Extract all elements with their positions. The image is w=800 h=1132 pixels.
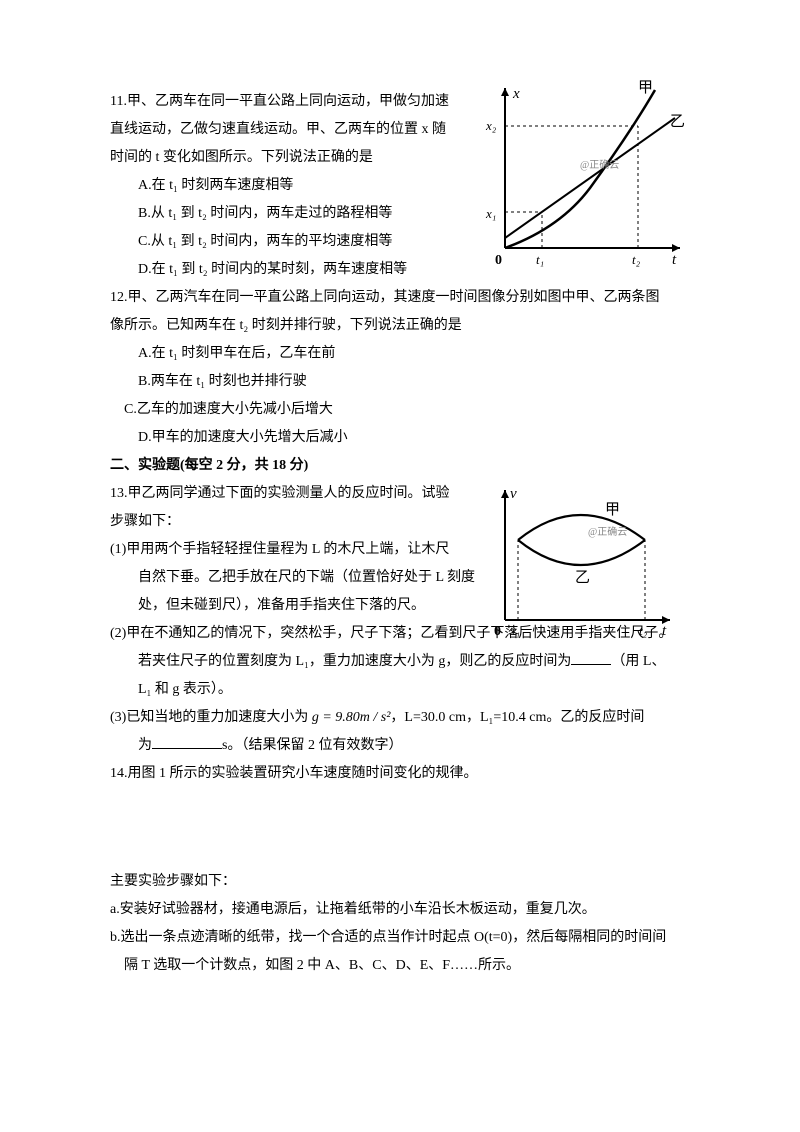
q11-stem-l2: 直线运动，乙做匀速直线运动。甲、乙两车的位置 x 随 <box>110 116 480 144</box>
q13-stem-l2: 步骤如下： <box>110 508 480 536</box>
svg-text:x₁: x₁ <box>485 206 496 221</box>
q12-stem-l2: 像所示。已知两车在 t₂ 时刻并排行驶，下列说法正确的是 <box>110 312 690 340</box>
q12-opt-d: D.甲车的加速度大小先增大后减小 <box>110 424 690 452</box>
q13-p3-formula: g = 9.80m / s² <box>312 710 391 725</box>
q11-opt-a: A.在 t₁ 时刻两车速度相等 <box>110 172 480 200</box>
q13-p3-pre: (3)已知当地的重力加速度大小为 <box>110 710 312 725</box>
svg-text:0: 0 <box>495 253 502 268</box>
q13-p2-l2: 若夹住尺子的位置刻度为 L₁，重力加速度大小为 g，则乙的反应时间为 （用 L、 <box>110 648 690 676</box>
q13-p1-l3: 处，但未碰到尺），准备用手指夹住下落的尺。 <box>110 592 480 620</box>
q12-stem-l1: 12.甲、乙两汽车在同一平直公路上同向运动，其速度一时间图像分别如图中甲、乙两条… <box>110 284 690 312</box>
fig-xt-graph: x t 0 x₁ x₂ t₁ t₂ 甲 乙 @正确云 <box>480 78 690 268</box>
q13-stem-l1: 13.甲乙两同学通过下面的实验测量人的反应时间。试验 <box>110 480 480 508</box>
q14-steps-title: 主要实验步骤如下： <box>110 868 690 896</box>
question-14: 14.用图 1 所示的实验装置研究小车速度随时间变化的规律。 主要实验步骤如下：… <box>110 760 690 980</box>
q13-p3-mid: ，L=30.0 cm，L₁=10.4 cm。乙的反应时间 <box>390 710 644 725</box>
q13-p3-l1: (3)已知当地的重力加速度大小为 g = 9.80m / s²，L=30.0 c… <box>110 704 690 732</box>
q12-opt-a: A.在 t₁ 时刻甲车在后，乙车在前 <box>110 340 690 368</box>
q11-stem-l3: 时间的 t 变化如图所示。下列说法正确的是 <box>110 144 480 172</box>
q14-step-a: a.安装好试验器材，接通电源后，让拖着纸带的小车沿长木板运动，重复几次。 <box>110 896 690 924</box>
question-13: 13.甲乙两同学通过下面的实验测量人的反应时间。试验 步骤如下： (1)甲用两个… <box>110 480 690 760</box>
q14-step-b-l1: b.选出一条点迹清晰的纸带，找一个合适的点当作计时起点 O(t=0)，然后每隔相… <box>110 924 690 952</box>
q11-opt-b: B.从 t₁ 到 t₂ 时间内，两车走过的路程相等 <box>110 200 480 228</box>
q11-opt-c: C.从 t₁ 到 t₂ 时间内，两车的平均速度相等 <box>110 228 480 256</box>
question-12: 12.甲、乙两汽车在同一平直公路上同向运动，其速度一时间图像分别如图中甲、乙两条… <box>110 284 690 452</box>
q11-stem-l1: 11.甲、乙两车在同一平直公路上同向运动，甲做匀加速 <box>110 88 480 116</box>
q13-p3-l2: 为 s。（结果保留 2 位有效数字） <box>110 732 690 760</box>
blank-reaction-formula <box>571 650 611 665</box>
q13-p1-l1: (1)甲用两个手指轻轻捏住量程为 L 的木尺上端，让木尺 <box>110 536 480 564</box>
q13-p3-l2-post: s。（结果保留 2 位有效数字） <box>222 738 402 753</box>
q13-p1-l2: 自然下垂。乙把手放在尺的下端（位置恰好处于 L 刻度 <box>110 564 480 592</box>
q13-p2-l2-pre: 若夹住尺子的位置刻度为 L₁，重力加速度大小为 g，则乙的反应时间为 <box>138 654 571 669</box>
svg-text:t₂: t₂ <box>632 252 641 267</box>
q12-opt-b: B.两车在 t₁ 时刻也并排行驶 <box>110 368 690 396</box>
q11-opt-d: D.在 t₁ 到 t₂ 时间内的某时刻，两车速度相等 <box>110 256 480 284</box>
q13-p3-l2-pre: 为 <box>138 738 152 753</box>
q13-p2-l2-post: （用 L、 <box>611 654 665 669</box>
svg-text:x: x <box>512 86 520 102</box>
q14-step-b-l2: 隔 T 选取一个计数点，如图 2 中 A、B、C、D、E、F……所示。 <box>110 952 690 980</box>
q13-p2-l3: L₁ 和 g 表示）。 <box>110 676 690 704</box>
q14-stem: 14.用图 1 所示的实验装置研究小车速度随时间变化的规律。 <box>110 760 690 788</box>
svg-text:@正确云: @正确云 <box>580 158 619 171</box>
svg-text:x₂: x₂ <box>485 118 497 133</box>
q13-p2-l1: (2)甲在不通知乙的情况下，突然松手，尺子下落；乙看到尺子下落后快速用手指夹住尺… <box>110 620 690 648</box>
question-11: 11.甲、乙两车在同一平直公路上同向运动，甲做匀加速 直线运动，乙做匀速直线运动… <box>110 88 480 284</box>
svg-text:甲: 甲 <box>638 80 653 96</box>
blank-reaction-value <box>152 734 222 749</box>
svg-text:t₁: t₁ <box>536 252 544 267</box>
q12-opt-c: C.乙车的加速度大小先减小后增大 <box>110 396 690 424</box>
section-2-title: 二、实验题(每空 2 分，共 18 分) <box>110 452 690 480</box>
svg-text:乙: 乙 <box>670 114 685 130</box>
